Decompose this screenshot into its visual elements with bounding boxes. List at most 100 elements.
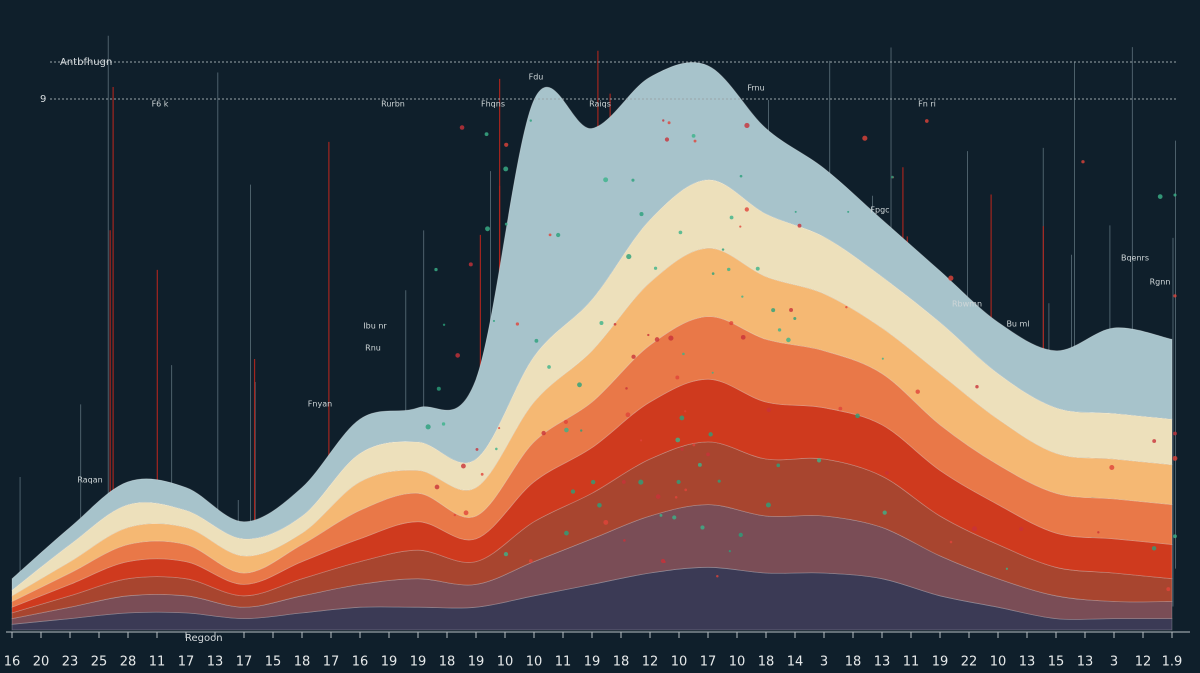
x-tick-label: 20 xyxy=(33,655,50,670)
decor-dot xyxy=(682,352,685,356)
decor-dot xyxy=(660,558,666,564)
decor-dot xyxy=(744,122,750,129)
decor-dot xyxy=(529,119,532,122)
x-tick-label: 14 xyxy=(787,655,804,670)
decor-dot xyxy=(672,515,677,520)
decor-dot xyxy=(441,422,446,426)
x-tick-label: 18 xyxy=(439,655,456,670)
decor-dot xyxy=(741,295,744,298)
decor-dot xyxy=(676,479,681,485)
decor-dot xyxy=(425,424,431,430)
decor-dot xyxy=(504,142,509,147)
x-tick-label: 13 xyxy=(874,655,891,670)
annotation: Rurbn xyxy=(381,100,405,109)
decor-dot xyxy=(436,386,441,391)
decor-dot xyxy=(794,210,797,213)
decor-dot xyxy=(693,139,697,143)
decor-dot xyxy=(503,551,509,557)
decor-dot xyxy=(599,321,604,326)
decor-dot xyxy=(453,513,456,517)
decor-dot xyxy=(547,365,551,369)
x-tick-label: 28 xyxy=(120,655,137,670)
decor-dot xyxy=(1173,431,1177,436)
x-tick-label: 10 xyxy=(671,655,688,670)
decor-dot xyxy=(729,215,734,220)
decor-dot xyxy=(971,526,978,532)
annotation: Fpgc xyxy=(870,206,889,215)
decor-dot xyxy=(729,321,734,326)
decor-dot xyxy=(816,458,822,463)
decor-dot xyxy=(684,488,688,492)
decor-dot xyxy=(563,419,568,425)
decor-dot xyxy=(881,357,884,360)
decor-dot xyxy=(1081,160,1085,164)
decor-dot xyxy=(711,371,714,374)
scatter-decoration xyxy=(425,119,1178,592)
decor-dot xyxy=(1173,193,1177,197)
x-tick-label: 19 xyxy=(932,655,949,670)
decor-dot xyxy=(975,385,979,389)
decor-dot xyxy=(503,166,509,172)
annotation: Frnu xyxy=(747,84,764,93)
decor-dot xyxy=(1172,455,1178,461)
decor-dot xyxy=(613,322,617,326)
decor-dot xyxy=(434,484,440,490)
decor-dot xyxy=(603,519,609,525)
decor-dot xyxy=(603,177,609,183)
decor-dot xyxy=(1019,526,1024,532)
decor-dot xyxy=(597,502,602,508)
decor-dot xyxy=(480,472,484,476)
decor-dot xyxy=(766,407,771,413)
annotation: Raiqs xyxy=(589,100,611,109)
x-tick-label: 25 xyxy=(91,655,108,670)
x-tick-label: 16 xyxy=(4,655,21,670)
chart-title: Antbfhugn xyxy=(60,57,112,68)
x-axis-label: Regoon xyxy=(185,633,223,644)
decor-dot xyxy=(717,479,721,483)
x-tick-label: 1.9 xyxy=(1162,655,1183,670)
x-tick-label: 15 xyxy=(1048,655,1065,670)
stream-layer xyxy=(11,504,1173,625)
decor-dot xyxy=(740,335,746,340)
decor-dot xyxy=(680,447,684,451)
decor-dot xyxy=(626,253,632,260)
decor-dot xyxy=(675,437,681,443)
decor-dot xyxy=(684,410,687,413)
x-tick-label: 10 xyxy=(526,655,543,670)
decor-dot xyxy=(1173,294,1177,298)
x-tick-label: 11 xyxy=(555,655,572,670)
decor-dot xyxy=(949,540,953,544)
x-tick-label: 10 xyxy=(990,655,1007,670)
decor-dot xyxy=(590,479,596,485)
decor-dot xyxy=(659,513,663,517)
decor-dot xyxy=(548,233,552,237)
x-tick-label: 19 xyxy=(584,655,601,670)
decor-dot xyxy=(915,389,920,394)
decor-dot xyxy=(711,272,715,275)
decor-dot xyxy=(504,222,508,226)
decor-dot xyxy=(847,210,850,213)
decor-dot xyxy=(862,135,868,141)
decor-dot xyxy=(647,333,650,337)
decor-dot xyxy=(1005,567,1008,570)
x-tick-label: 19 xyxy=(410,655,427,670)
annotation: Raqan xyxy=(77,476,102,485)
x-tick-label: 18 xyxy=(294,655,311,670)
stream-layer xyxy=(11,62,1173,591)
decor-dot xyxy=(924,119,929,123)
decor-dot xyxy=(668,335,674,341)
decor-dot xyxy=(885,471,889,475)
decor-dot xyxy=(755,266,760,271)
annotation: Fdu xyxy=(529,73,544,82)
decor-dot xyxy=(455,353,460,358)
x-tick-label: 18 xyxy=(845,655,862,670)
decor-dot xyxy=(948,275,954,281)
decor-dot xyxy=(556,232,561,238)
decor-dot xyxy=(638,479,644,485)
decor-dot xyxy=(855,413,860,419)
decor-dot xyxy=(570,489,576,494)
decor-dot xyxy=(534,338,539,343)
decor-dot xyxy=(1151,546,1157,551)
x-tick-label: 11 xyxy=(149,655,166,670)
